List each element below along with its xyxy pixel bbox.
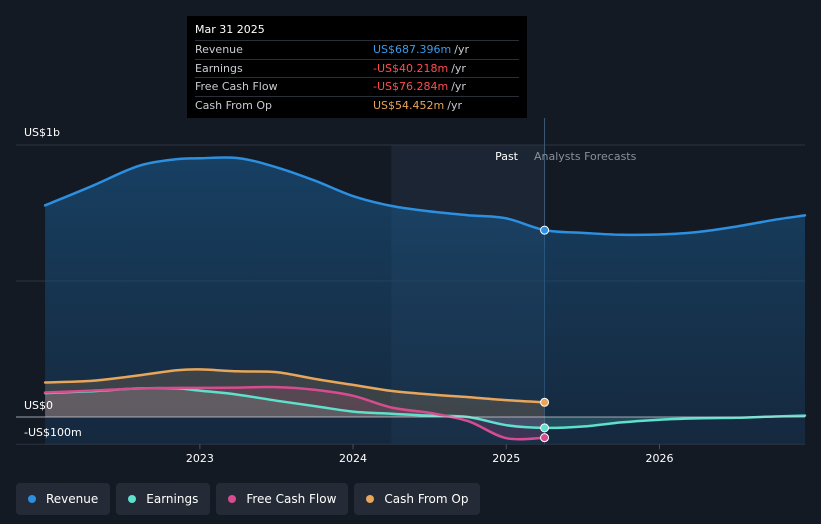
earnings-marker	[540, 423, 550, 433]
legend-item-free-cash-flow[interactable]: Free Cash Flow	[216, 483, 349, 515]
tooltip-row-revenue: Revenue US$687.396m /yr	[195, 40, 519, 59]
y-label-zero: US$0	[24, 399, 53, 412]
tooltip: Mar 31 2025 Revenue US$687.396m /yr Earn…	[187, 16, 527, 118]
past-label: Past	[495, 150, 519, 163]
legend-item-cash-from-op[interactable]: Cash From Op	[354, 483, 481, 515]
legend-dot-icon	[28, 495, 36, 503]
tooltip-value: US$54.452m	[373, 98, 445, 112]
y-label-top: US$1b	[24, 126, 60, 139]
revenue-marker	[540, 225, 550, 235]
legend-dot-icon	[128, 495, 137, 503]
legend-label: Revenue	[46, 492, 99, 506]
legend-label: Free Cash Flow	[246, 492, 337, 506]
cash-from-op-line	[43, 368, 546, 404]
earnings-area	[45, 388, 806, 428]
cash-from-op-marker	[540, 397, 550, 407]
tooltip-unit: /yr	[447, 98, 462, 112]
tooltip-row-earnings: Earnings -US$40.218m /yr	[195, 58, 519, 78]
tooltip-value: -US$76.284m	[373, 80, 449, 94]
free-cash-flow-marker	[540, 433, 550, 443]
tooltip-value: US$687.396m	[373, 43, 452, 57]
tooltip-row-free-cash-flow: Free Cash Flow -US$76.284m /yr	[195, 77, 519, 96]
free-cash-flow-area	[45, 386, 545, 440]
legend-label: Cash From Op	[384, 492, 469, 506]
cash-from-op-area	[45, 369, 545, 417]
y-label-bottom: -US$100m	[24, 426, 82, 439]
legend-label: Earnings	[146, 492, 199, 506]
x-tick-label: 2026	[645, 452, 673, 465]
x-tick-label: 2023	[186, 452, 214, 465]
tooltip-row-cash-from-op: Cash From Op US$54.452m /yr	[195, 95, 519, 115]
legend-item-earnings[interactable]: Earnings	[116, 483, 211, 515]
tooltip-unit: /yr	[454, 43, 469, 57]
legend-dot-icon	[228, 495, 237, 503]
revenue-line	[43, 156, 807, 237]
revenue-area	[45, 157, 806, 445]
legend-item-revenue[interactable]: Revenue	[16, 483, 111, 515]
x-tick-label: 2025	[492, 452, 520, 465]
forecast-label: Analysts Forecasts	[534, 150, 637, 163]
legend-dot-icon	[366, 495, 375, 503]
tooltip-label: Free Cash Flow	[195, 80, 278, 94]
free-cash-flow-line	[43, 385, 546, 441]
x-tick-label: 2024	[339, 452, 367, 465]
legend: Revenue Earnings Free Cash Flow Cash Fro…	[16, 483, 481, 515]
tooltip-label: Revenue	[195, 43, 243, 57]
tooltip-label: Cash From Op	[195, 98, 273, 112]
tooltip-date: Mar 31 2025	[195, 23, 265, 36]
tooltip-value: -US$40.218m	[373, 61, 449, 75]
tooltip-unit: /yr	[451, 61, 466, 75]
tooltip-unit: /yr	[451, 80, 466, 94]
tooltip-label: Earnings	[195, 61, 243, 75]
